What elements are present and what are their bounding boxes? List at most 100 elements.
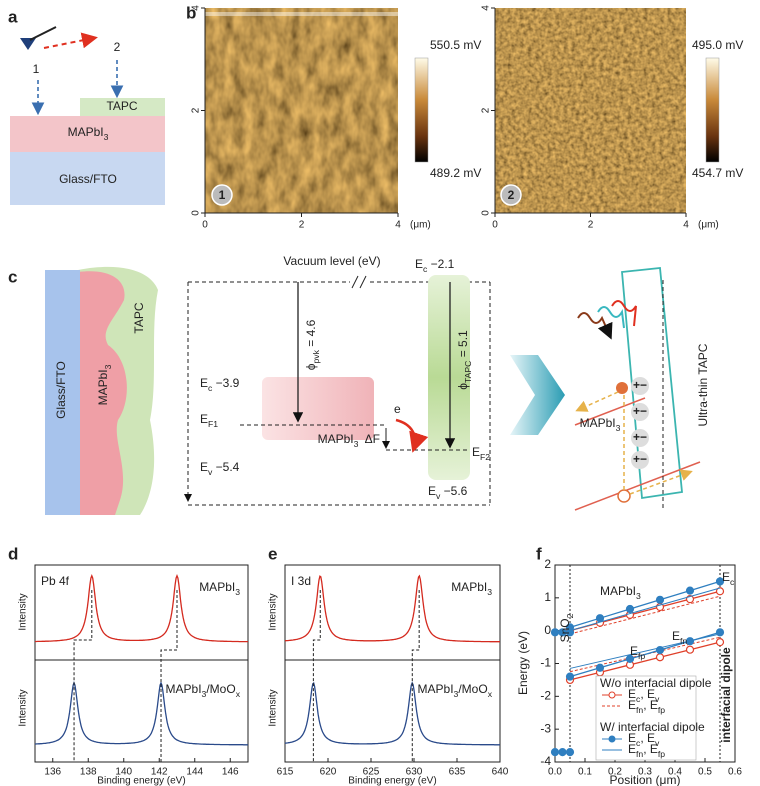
- x-tick-label: 625: [363, 767, 380, 778]
- label: EF2: [472, 445, 490, 462]
- y-tick-label: 2: [544, 557, 551, 571]
- text-part: MAPbI: [166, 682, 202, 696]
- y-tick-label: -1: [540, 656, 551, 670]
- text-part: = 5.1: [456, 330, 470, 361]
- data-point: [625, 654, 635, 664]
- subscript: x: [236, 689, 241, 699]
- subscript: c: [636, 694, 641, 704]
- subscript: F1: [208, 419, 218, 429]
- text-part: E: [200, 412, 208, 426]
- x-tick-label: 620: [320, 767, 337, 778]
- text-part: E: [200, 376, 208, 390]
- panel-c-drawing: [45, 266, 701, 515]
- y-axis-label: Energy (eV): [516, 631, 530, 695]
- x-axis-label: Binding energy (eV): [97, 776, 185, 786]
- text-part: E: [472, 445, 480, 459]
- x-tick-label: 0: [492, 220, 498, 231]
- colorbar-min: 489.2 mV: [430, 166, 481, 180]
- text-part: E: [415, 257, 423, 271]
- text-part: MAPbI: [199, 580, 235, 594]
- text-part: ϕ: [456, 383, 470, 390]
- layer-label: Glass/FTO: [59, 172, 117, 186]
- x-tick-label: 0.1: [578, 767, 592, 778]
- subscript: 3: [616, 423, 621, 433]
- subscript: F2: [480, 452, 490, 462]
- data-point: [715, 577, 725, 586]
- y-axis-label: Intensity: [268, 593, 279, 630]
- subscript: 3: [202, 689, 207, 699]
- text-part: MAPbI: [96, 369, 110, 405]
- text-part: , E: [643, 742, 658, 756]
- text-part: E: [628, 742, 636, 756]
- layer-label: MAPbI3: [68, 125, 109, 142]
- text-part: E: [628, 698, 636, 712]
- label: MAPbI3: [318, 432, 359, 449]
- subscript: 3: [487, 587, 492, 597]
- spectrum: [35, 574, 249, 643]
- axis-unit: (μm): [410, 220, 431, 231]
- data-point: [565, 672, 575, 681]
- plot-frame: [284, 564, 501, 763]
- text-part: , E: [643, 698, 658, 712]
- text-part: E: [428, 484, 436, 498]
- legend-label: Ec, Ev: [628, 687, 660, 704]
- subscript: fn: [636, 705, 643, 715]
- panel-a-drawing: [10, 26, 165, 205]
- subscript: fn: [680, 636, 687, 646]
- subscript: fp: [658, 705, 665, 715]
- colorbar-min: 454.7 mV: [692, 166, 743, 180]
- x-tick-label: 4: [683, 220, 689, 231]
- legend-box: [595, 675, 697, 761]
- subscript: 3: [454, 689, 459, 699]
- y-axis-label: Intensity: [18, 593, 29, 630]
- annotation: SnO2: [558, 613, 575, 642]
- subscript: c: [423, 264, 428, 274]
- y-tick-label: 2: [481, 107, 492, 113]
- label: 2: [114, 40, 121, 54]
- subscript: v: [208, 467, 213, 477]
- image-marker: 1: [219, 188, 226, 202]
- data-point: [625, 604, 635, 614]
- panel-label: f: [536, 544, 542, 563]
- x-tick-label: 136: [44, 767, 61, 778]
- spectrum: [284, 681, 500, 746]
- panel-label: e: [268, 544, 277, 563]
- x-tick-label: 2: [588, 220, 594, 231]
- data-point: [655, 653, 665, 662]
- text-part: E: [200, 460, 208, 474]
- y-tick-label: 1: [544, 590, 551, 604]
- y-tick-label: -2: [540, 689, 551, 703]
- text-part: −5.4: [212, 460, 239, 474]
- x-tick-label: 0.6: [728, 767, 742, 778]
- text-part: MAPbI: [451, 580, 487, 594]
- legend-swatch: [608, 735, 616, 743]
- charge: +−: [633, 452, 647, 466]
- data-point: [715, 587, 725, 596]
- legend-swatch: [608, 691, 616, 699]
- data-point: [685, 645, 695, 654]
- charge: +−: [633, 430, 647, 444]
- x-tick-label: 635: [449, 767, 466, 778]
- legend-label: MAPbI3/MoOx: [166, 682, 241, 699]
- y-axis-label: Intensity: [18, 689, 29, 726]
- x-tick-label: 615: [277, 767, 294, 778]
- y-tick-label: 4: [481, 5, 492, 11]
- x-tick-label: 0.4: [668, 767, 682, 778]
- y-tick-label: 2: [191, 107, 202, 113]
- x-tick-label: 2: [299, 220, 305, 231]
- legend-label: Efn, Efp: [628, 742, 665, 759]
- label: TAPC: [132, 302, 146, 333]
- subscript: v: [655, 738, 660, 748]
- subscript: c: [730, 577, 735, 587]
- label: e: [394, 402, 401, 416]
- subscript: v: [655, 694, 660, 704]
- x-tick-label: 4: [395, 220, 401, 231]
- text-part: −5.6: [440, 484, 467, 498]
- x-tick-label: 146: [222, 767, 239, 778]
- data-point: [558, 748, 567, 757]
- legend-label: MAPbI3/MoOx: [418, 682, 493, 699]
- text-part: MAPbI: [418, 682, 454, 696]
- quasi-fermi-level: [569, 587, 721, 632]
- label: ϕpvk = 4.6: [304, 319, 321, 370]
- annotation: Efn: [672, 629, 687, 646]
